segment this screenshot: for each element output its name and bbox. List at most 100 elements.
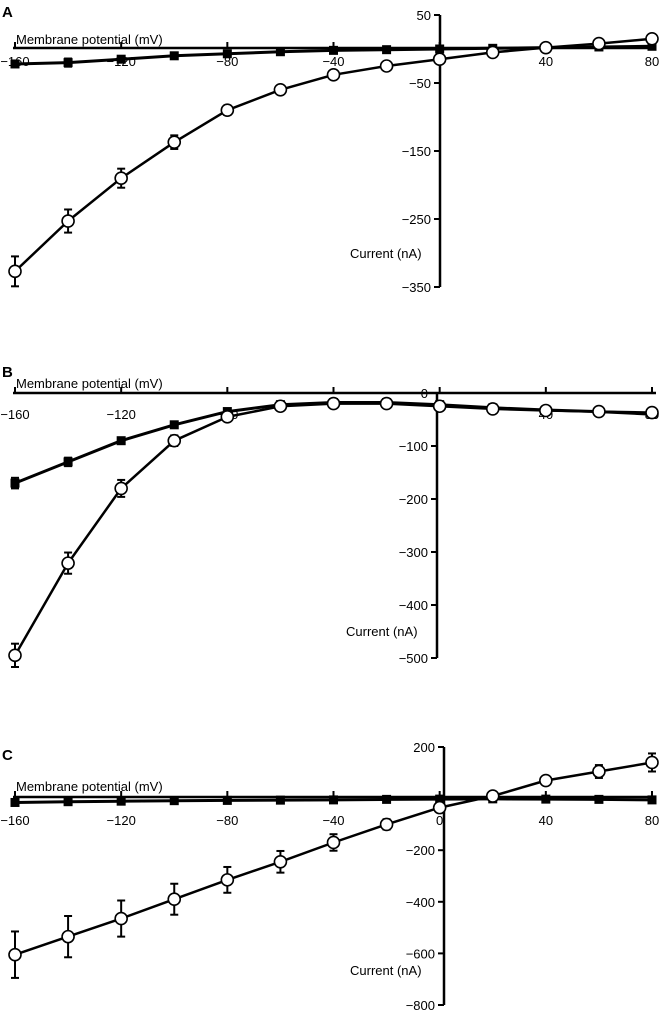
x-axis-label: Membrane potential (mV) <box>16 376 163 391</box>
x-axis-label: Membrane potential (mV) <box>16 32 163 47</box>
data-point-circle <box>326 835 341 850</box>
data-point-circle <box>114 911 128 926</box>
data-point-square <box>329 795 338 805</box>
data-point-circle <box>167 135 182 149</box>
y-tick-label: −600 <box>406 946 435 961</box>
panel-b: B Membrane potential (mV) Current (nA) −… <box>0 364 659 669</box>
data-point-circle <box>61 214 75 228</box>
data-point-circle <box>167 892 182 907</box>
data-point-square <box>63 797 73 807</box>
circle-series-line <box>13 402 653 657</box>
x-tick-label: 40 <box>539 813 553 828</box>
data-point-circle <box>432 399 447 414</box>
data-point-square <box>275 47 285 57</box>
data-point-square <box>435 44 445 54</box>
data-point-circle <box>379 59 394 73</box>
data-point-square <box>10 478 20 488</box>
data-point-circle <box>645 31 659 46</box>
y-tick-label: 0 <box>421 386 428 401</box>
data-point-square <box>435 794 445 804</box>
y-tick-label: −250 <box>402 212 431 227</box>
data-point-circle <box>539 40 553 55</box>
data-point-circle <box>61 556 75 570</box>
data-point-square <box>275 795 285 805</box>
y-tick-label: −400 <box>406 895 435 910</box>
data-point-square <box>647 41 657 51</box>
y-axis-label: Current (nA) <box>350 246 422 261</box>
x-axis-label: Membrane potential (mV) <box>16 779 163 794</box>
x-tick-label: 40 <box>539 54 553 69</box>
data-point-square <box>63 457 73 467</box>
data-point-circle <box>114 481 128 496</box>
data-point-circle <box>645 755 659 770</box>
y-axis-label: Current (nA) <box>346 624 418 639</box>
x-tick-label: −160 <box>0 407 29 422</box>
data-point-square <box>594 794 604 804</box>
y-tick-label: −100 <box>399 439 428 454</box>
panel-a: A Membrane potential (mV) Current (nA) −… <box>0 4 659 295</box>
data-point-circle <box>592 36 606 51</box>
y-tick-label: −350 <box>402 280 431 295</box>
data-point-circle <box>8 947 22 962</box>
y-tick-label: −500 <box>399 651 428 666</box>
data-point-circle <box>220 410 235 424</box>
data-point-circle <box>379 817 394 832</box>
y-tick-label: 200 <box>413 740 435 755</box>
data-point-circle <box>273 83 288 97</box>
y-tick-label: −200 <box>399 492 428 507</box>
data-point-circle <box>485 402 500 416</box>
data-point-circle <box>379 396 394 411</box>
data-point-square <box>169 796 179 806</box>
data-point-circle <box>592 764 606 779</box>
x-tick-label: −40 <box>322 54 344 69</box>
data-point-circle <box>326 68 341 82</box>
data-point-circle <box>61 929 75 944</box>
panel-letter: C <box>2 747 13 764</box>
data-point-circle <box>167 433 182 448</box>
data-point-circle <box>326 396 341 411</box>
y-axis-label: Current (nA) <box>350 963 422 978</box>
data-point-square <box>63 58 73 68</box>
x-tick-label: 0 <box>436 813 443 828</box>
x-tick-label: 80 <box>645 54 659 69</box>
data-point-circle <box>592 404 606 419</box>
data-point-square <box>116 436 126 446</box>
data-point-square <box>382 794 392 804</box>
data-point-square <box>222 49 232 59</box>
data-point-circle <box>114 171 128 185</box>
data-point-square <box>116 54 126 64</box>
data-point-circle <box>539 773 553 788</box>
data-point-circle <box>432 800 447 815</box>
data-point-circle <box>645 405 659 420</box>
y-tick-label: −300 <box>399 545 428 560</box>
data-point-circle <box>273 399 288 414</box>
data-point-circle <box>220 873 235 887</box>
data-point-circle <box>539 403 553 418</box>
x-tick-label: −80 <box>216 813 238 828</box>
data-point-square <box>169 420 179 430</box>
data-point-square <box>382 45 392 55</box>
data-point-square <box>329 45 338 55</box>
data-point-circle <box>220 103 235 117</box>
y-tick-label: −800 <box>406 998 435 1012</box>
panel-c: C Membrane potential (mV) Current (nA) −… <box>0 740 659 1012</box>
data-point-square <box>169 51 179 61</box>
data-point-square <box>647 795 657 805</box>
y-tick-label: −200 <box>406 843 435 858</box>
y-tick-label: −150 <box>402 144 431 159</box>
panel-letter: A <box>2 4 13 21</box>
y-tick-label: −400 <box>399 598 428 613</box>
data-point-circle <box>432 52 447 67</box>
x-tick-label: −80 <box>216 54 238 69</box>
x-tick-label: −120 <box>107 813 136 828</box>
data-point-square <box>222 795 232 805</box>
data-point-square <box>541 794 551 804</box>
data-point-circle <box>8 648 22 663</box>
x-tick-label: 80 <box>645 813 659 828</box>
data-point-circle <box>485 789 500 803</box>
panel-letter: B <box>2 364 13 381</box>
data-point-circle <box>8 264 22 279</box>
y-tick-label: 50 <box>417 8 431 23</box>
data-point-square <box>116 796 126 806</box>
